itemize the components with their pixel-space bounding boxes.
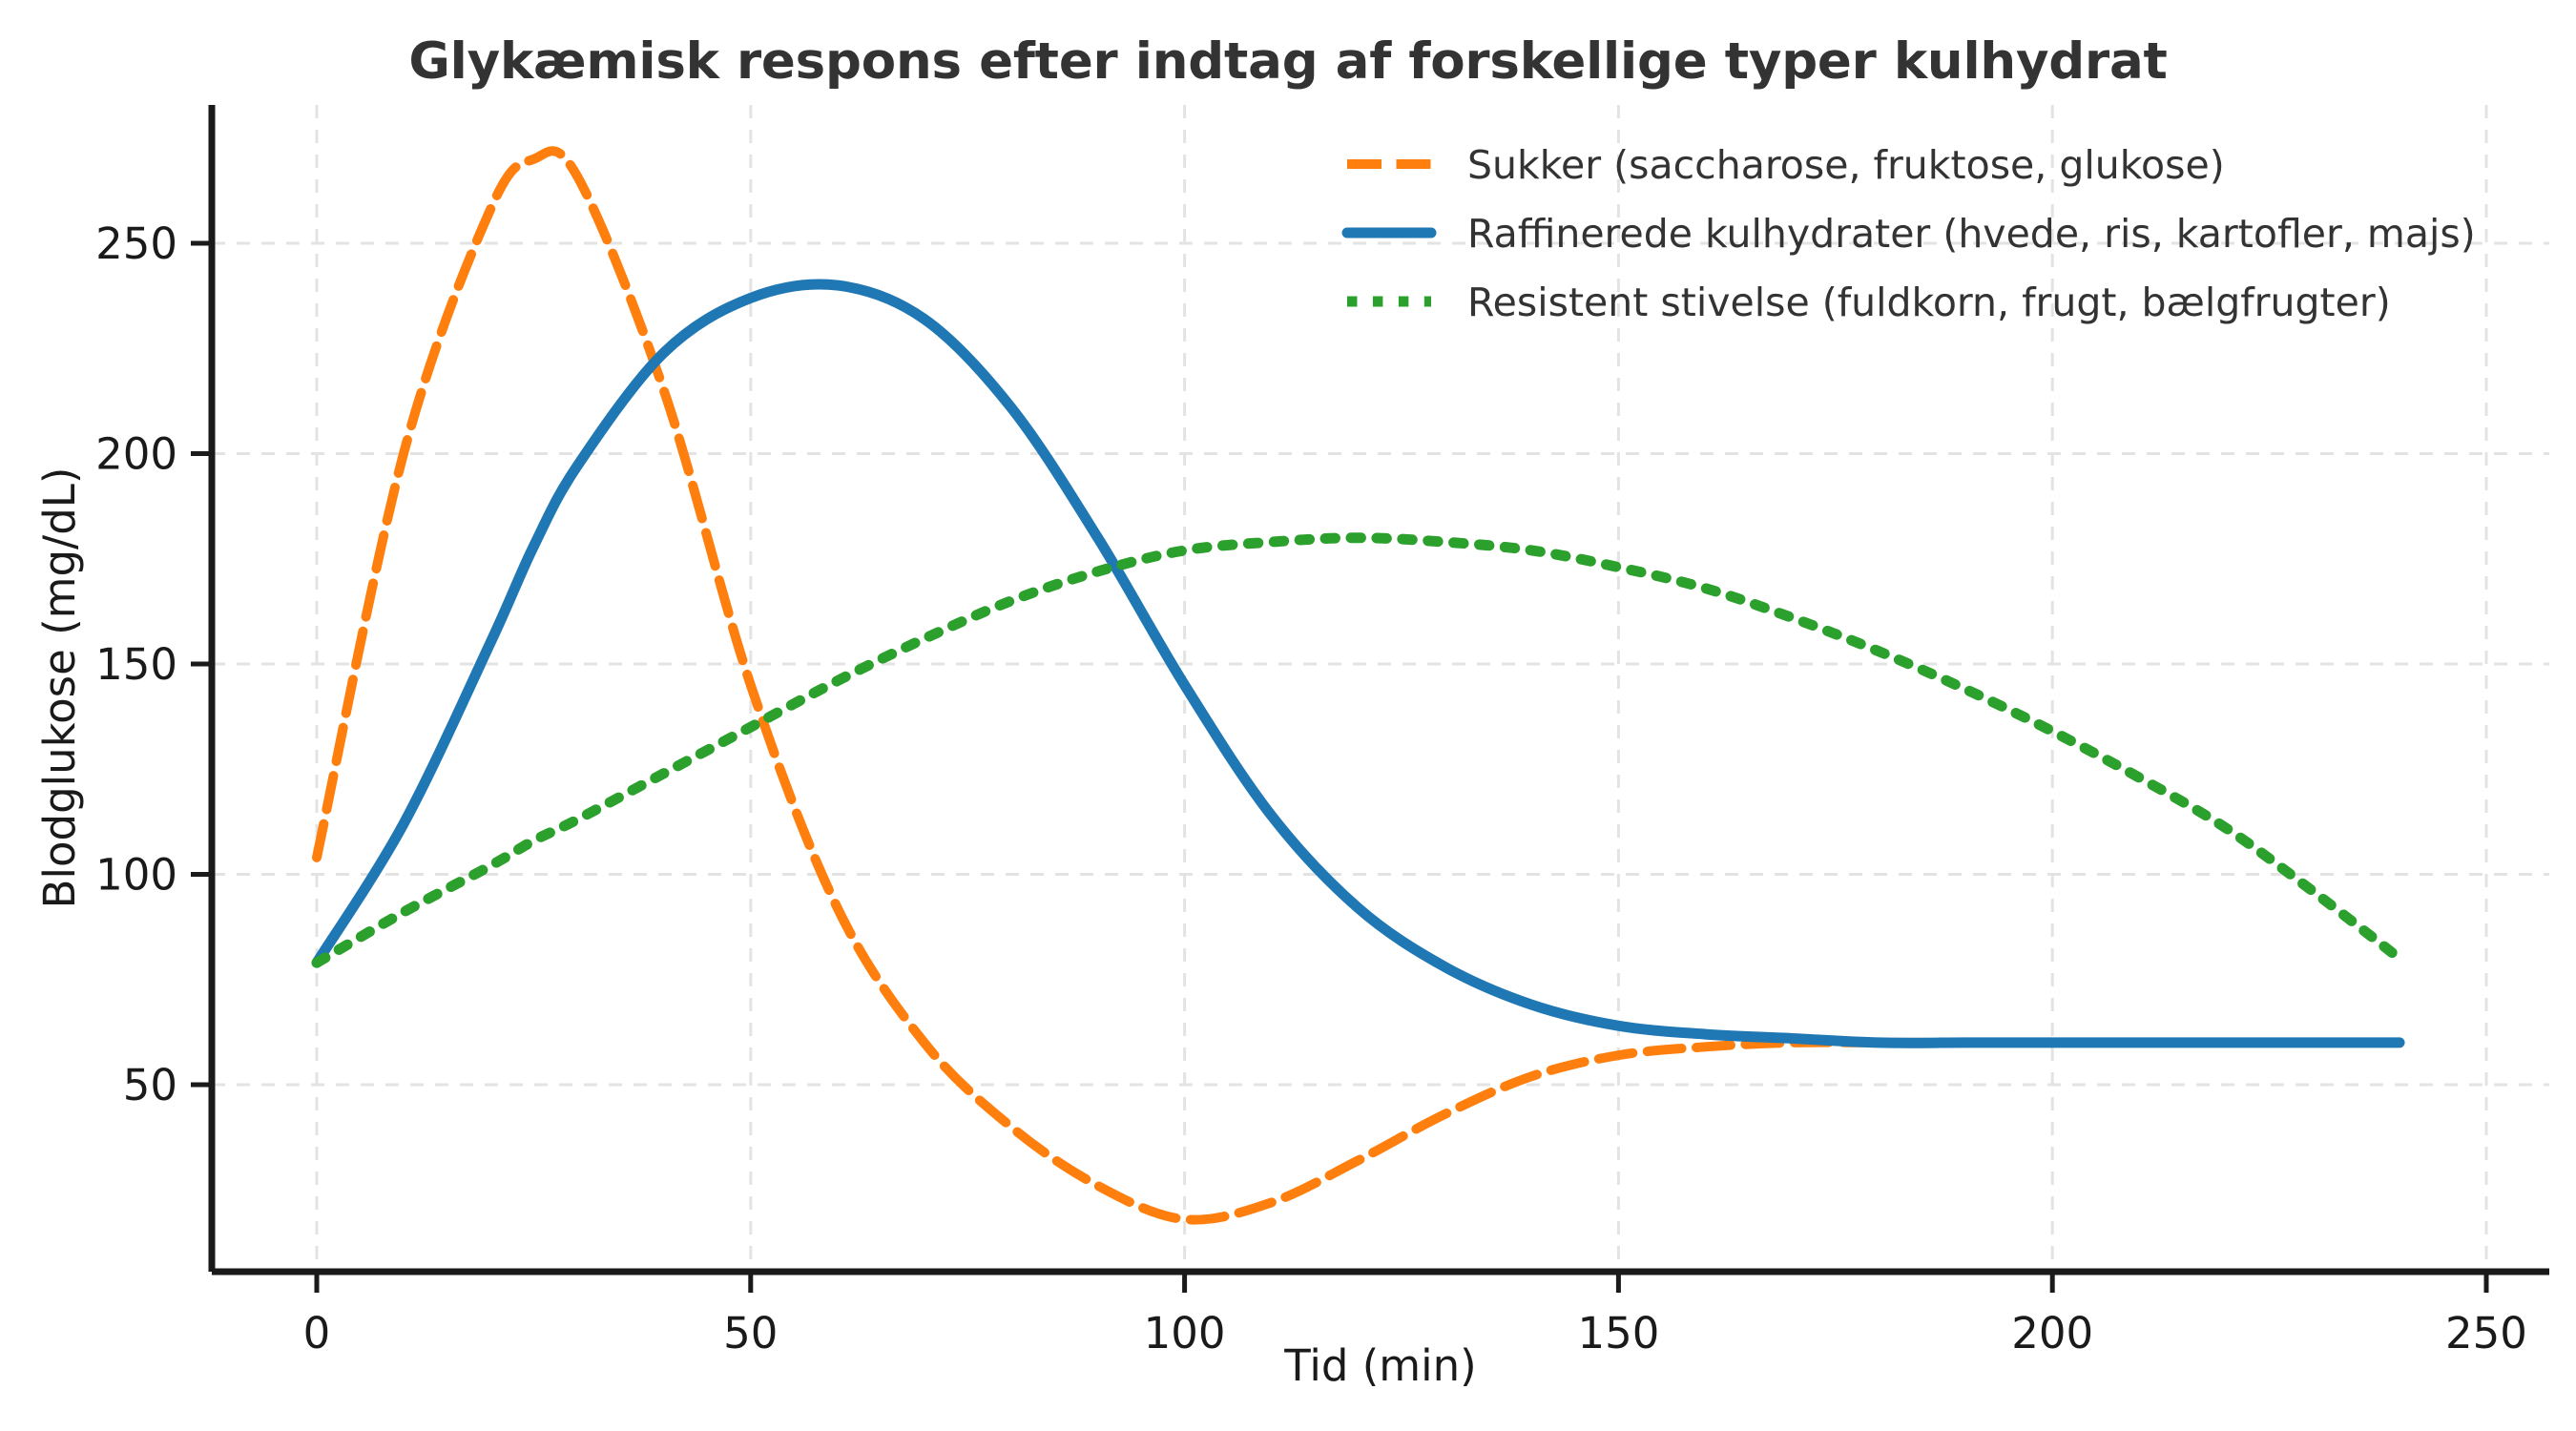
legend-label-3: Resistent stivelse (fuldkorn, frugt, bæl… [1467,280,2391,325]
y-tick-label: 150 [95,639,177,690]
y-tick-label: 50 [123,1060,177,1110]
x-tick-label: 200 [2011,1308,2093,1358]
chart-legend: Sukker (saccharose, fruktose, glukose) Ra… [1341,142,2476,325]
y-tick-label: 100 [95,850,177,901]
legend-label-1: Sukker (saccharose, fruktose, glukose) [1467,142,2225,188]
x-tick-label: 250 [2445,1308,2527,1358]
x-tick-label: 50 [723,1308,778,1358]
y-tick-label: 250 [95,218,177,269]
x-tick-label: 100 [1144,1308,1226,1358]
y-tick-label: 200 [95,429,177,480]
y-axis-label: Blodglukose (mg/dL) [34,467,85,909]
gridlines [212,105,2549,1272]
chart-title: Glykæmisk respons efter indtag af forske… [408,32,2168,91]
tick-labels: 50 100 150 200 250 0 50 100 150 200 250 [95,218,2527,1358]
axis-spines [208,105,2549,1275]
legend-label-2: Raffinerede kulhydrater (hvede, ris, kar… [1467,211,2476,257]
series-line-2 [311,279,2405,1048]
x-tick-label: 150 [1577,1308,1659,1358]
x-tick-label: 0 [303,1308,331,1358]
series-line-3 [311,532,2405,968]
x-axis-label: Tid (min) [1283,1340,1476,1391]
tick-marks [191,240,2489,1293]
data-series [311,146,2405,1225]
